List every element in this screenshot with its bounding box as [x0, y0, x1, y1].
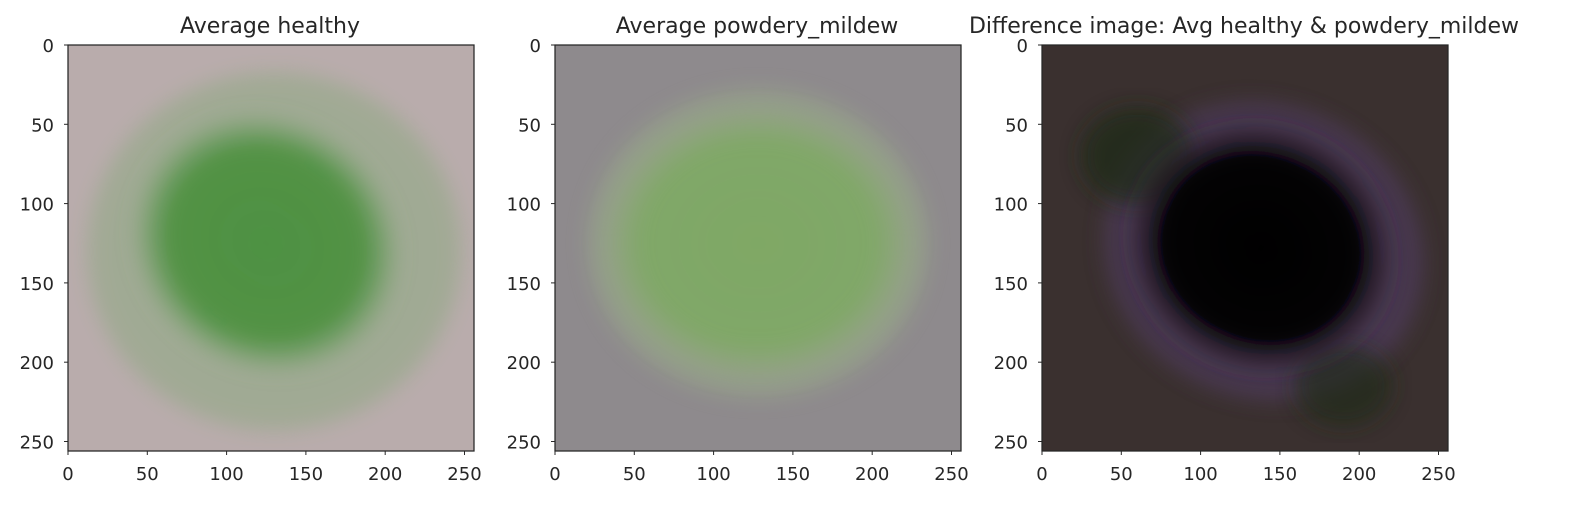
- y-tick-label: 200: [994, 353, 1028, 374]
- y-tick-label: 0: [530, 36, 541, 57]
- x-tick-label: 0: [62, 464, 73, 485]
- y-tick-label: 200: [507, 353, 541, 374]
- leaf-blob: [603, 109, 913, 378]
- y-tick-label: 150: [20, 274, 54, 295]
- x-tick-label: 0: [1036, 464, 1047, 485]
- x-tick-label: 0: [549, 464, 560, 485]
- x-tick-label: 50: [623, 464, 646, 485]
- y-tick-label: 100: [994, 195, 1028, 216]
- x-tick-label: 250: [934, 464, 968, 485]
- x-tick-label: 250: [447, 464, 481, 485]
- axes-frame: [554, 44, 962, 452]
- y-tick-label: 250: [994, 432, 1028, 453]
- x-tick-label: 50: [136, 464, 159, 485]
- chart-title: Difference image: Avg healthy & powdery_…: [969, 14, 1519, 39]
- y-tick-label: 100: [507, 195, 541, 216]
- chart-title: Average powdery_mildew: [616, 14, 898, 39]
- x-tick-label: 100: [696, 464, 730, 485]
- x-tick-label: 150: [1263, 464, 1297, 485]
- image-content: [555, 45, 961, 451]
- x-tick-label: 100: [1183, 464, 1217, 485]
- difference-accent: [1294, 345, 1393, 427]
- y-tick-label: 0: [43, 36, 54, 57]
- chart-title: Average healthy: [180, 14, 360, 39]
- x-tick-label: 150: [289, 464, 323, 485]
- y-tick-label: 150: [507, 274, 541, 295]
- x-tick-label: 100: [209, 464, 243, 485]
- x-tick-label: 200: [855, 464, 889, 485]
- y-tick-label: 100: [20, 195, 54, 216]
- leaf-blob: [136, 117, 397, 370]
- y-tick-label: 50: [518, 115, 541, 136]
- x-tick-label: 200: [1342, 464, 1376, 485]
- y-tick-label: 50: [31, 115, 54, 136]
- y-tick-label: 250: [507, 432, 541, 453]
- subplot-1: Average healthy 0 50 100 150 200 250 0 50 100 150 2…: [20, 14, 482, 485]
- y-tick-label: 250: [20, 432, 54, 453]
- y-tick-label: 200: [20, 353, 54, 374]
- x-tick-label: 150: [776, 464, 810, 485]
- x-tick-label: 50: [1110, 464, 1133, 485]
- y-tick-label: 50: [1005, 115, 1028, 136]
- x-tick-label: 200: [368, 464, 402, 485]
- x-tick-label: 250: [1421, 464, 1455, 485]
- axes-frame: [67, 44, 475, 452]
- image-content: [1042, 45, 1448, 451]
- axes-frame: [1041, 44, 1449, 452]
- y-tick-label: 0: [1017, 36, 1028, 57]
- difference-core: [1128, 123, 1393, 373]
- y-tick-label: 150: [994, 274, 1028, 295]
- subplot-3: Difference image: Avg healthy & powdery_…: [969, 14, 1519, 485]
- subplot-2: Average powdery_mildew 0 50 100 150 200 250 0 50…: [507, 14, 969, 485]
- image-content: [68, 45, 474, 451]
